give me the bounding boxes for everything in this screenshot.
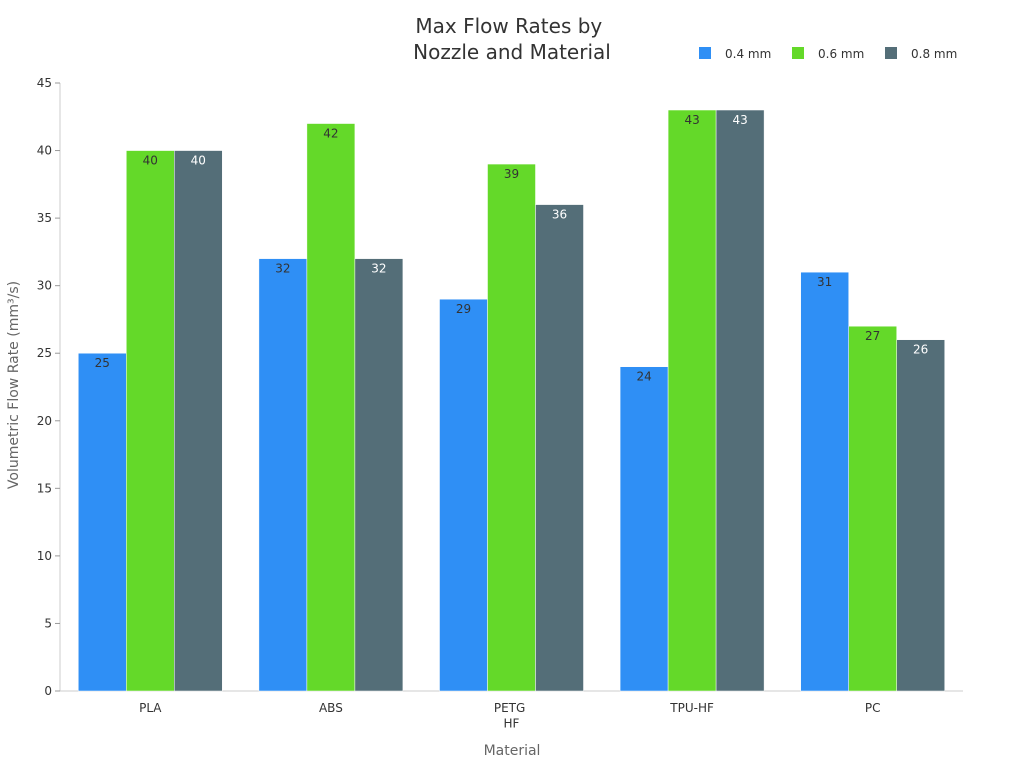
bar — [535, 204, 584, 692]
value-label: 40 — [191, 154, 206, 168]
bar — [258, 258, 308, 692]
chart-title: Max Flow Rates by Nozzle and Material — [413, 14, 611, 64]
y-tick-label: 15 — [37, 481, 52, 495]
bar — [126, 150, 175, 692]
y-tick-label: 45 — [37, 76, 52, 90]
y-tick-label: 20 — [37, 414, 52, 428]
bar — [800, 271, 849, 692]
y-tick-label: 0 — [44, 684, 52, 698]
bar — [715, 109, 765, 692]
bar — [306, 123, 356, 692]
y-tick-label: 30 — [37, 279, 52, 293]
bar — [619, 366, 669, 692]
legend-swatch — [699, 47, 711, 59]
x-tick-label: ABS — [319, 701, 343, 715]
bar — [848, 325, 897, 692]
x-tick-label: TPU-HF — [669, 701, 714, 715]
x-tick-label: PETG HF — [494, 701, 529, 731]
legend-label: 0.6 mm — [818, 47, 864, 61]
value-label: 25 — [95, 356, 110, 370]
bar — [667, 109, 717, 692]
bar — [78, 352, 127, 692]
bar — [354, 258, 404, 692]
value-label: 26 — [913, 343, 928, 357]
value-label: 39 — [504, 167, 519, 181]
value-label: 36 — [552, 208, 567, 222]
value-label: 32 — [371, 262, 386, 276]
value-label: 42 — [323, 127, 338, 141]
value-label: 40 — [143, 154, 158, 168]
legend-swatch — [792, 47, 804, 59]
bar — [439, 298, 488, 692]
value-label: 27 — [865, 329, 880, 343]
x-tick-label: PLA — [139, 701, 162, 715]
y-tick-label: 5 — [44, 616, 52, 630]
value-label: 43 — [732, 113, 747, 127]
value-label: 43 — [684, 113, 699, 127]
y-tick-label: 35 — [37, 211, 52, 225]
legend-swatch — [885, 47, 897, 59]
y-axis-label: Volumetric Flow Rate (mm³/s) — [6, 281, 22, 489]
bar — [487, 163, 536, 692]
value-label: 31 — [817, 275, 832, 289]
bar — [174, 150, 223, 692]
y-tick-label: 10 — [37, 549, 52, 563]
value-label: 24 — [636, 370, 651, 384]
value-label: 32 — [275, 262, 290, 276]
x-tick-label: PC — [865, 701, 881, 715]
bar — [896, 339, 945, 692]
x-axis-label: Material — [484, 743, 541, 759]
y-tick-label: 40 — [37, 144, 52, 158]
legend-label: 0.4 mm — [725, 47, 771, 61]
value-label: 29 — [456, 302, 471, 316]
y-tick-label: 25 — [37, 346, 52, 360]
legend-label: 0.8 mm — [911, 47, 957, 61]
